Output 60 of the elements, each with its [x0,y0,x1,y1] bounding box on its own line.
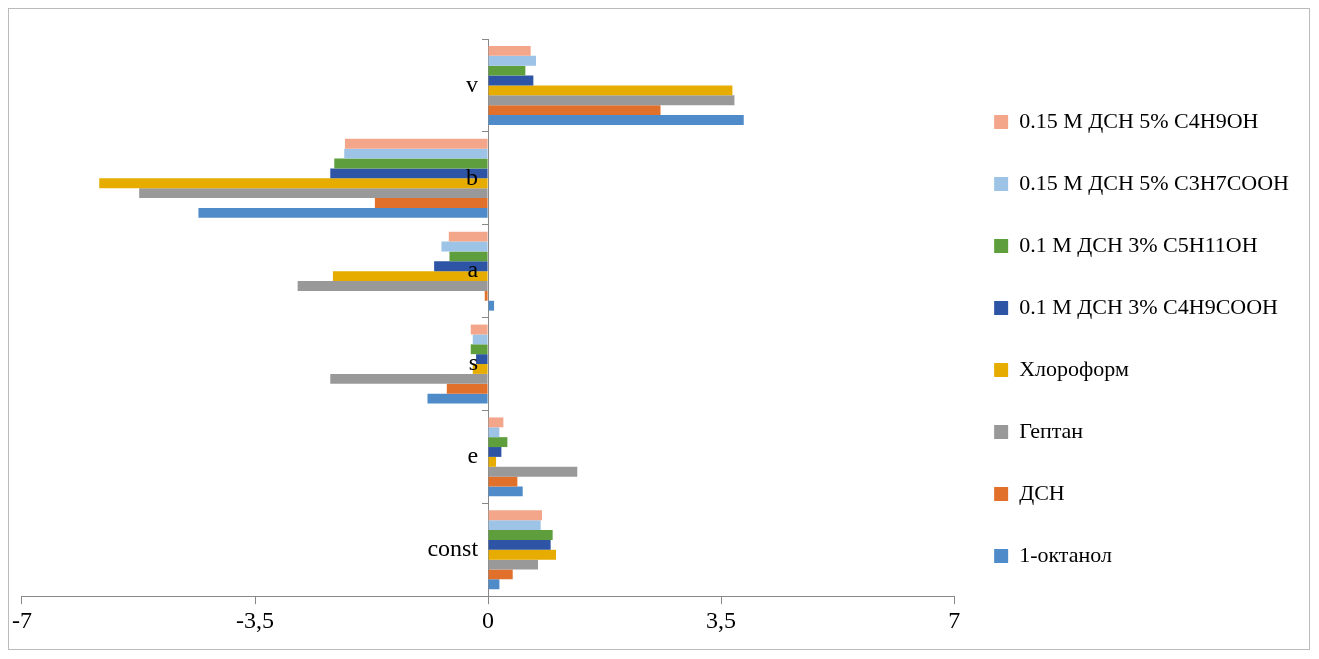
bar [472,334,488,345]
bar [488,105,661,116]
bar [488,417,504,428]
x-tick-label: 7 [948,606,961,633]
bar [488,530,553,540]
bar [488,569,513,580]
bar [488,466,578,477]
bar [488,447,502,457]
bar [488,437,508,448]
bar [488,85,733,96]
y-tick-label: const [427,535,479,562]
bar [488,115,744,125]
bar [488,559,539,570]
bar [470,324,488,335]
bar [488,539,551,550]
legend-label: 0.15 M ДСН 5% C3H7COOH [1019,169,1290,195]
legend-label: 0.1 M ДСН 3% C5H11OH [1019,231,1258,257]
x-tick-label: 0 [482,606,495,633]
bar [344,138,488,149]
legend-label: ДСН [1019,479,1065,505]
bar [488,45,531,56]
bar [488,65,526,76]
bar [441,241,488,252]
bar [448,231,488,242]
y-tick-label: v [466,70,479,97]
legend-label: 1-октанол [1019,541,1112,567]
bar [330,373,488,384]
legend-label: 0.15 M ДСН 5% C4H9OH [1019,107,1259,133]
legend-label: Гептан [1019,417,1084,443]
bar [334,158,488,169]
legend-label: 0.1 M ДСН 3% C4H9COOH [1019,293,1279,319]
bar [139,188,488,199]
bar [488,427,500,438]
bar [374,198,488,208]
bar [488,486,523,497]
x-tick-label: -7 [12,606,32,633]
bar [488,55,537,66]
bar [488,520,541,531]
bar [488,95,735,106]
bar [488,456,497,467]
bar [488,75,534,86]
bar [484,290,488,301]
bar [488,476,518,487]
bar [446,383,488,394]
bar [488,300,495,311]
bar [344,148,488,159]
y-tick-label: e [467,442,479,469]
bar [198,207,488,218]
bar [297,281,488,291]
x-tick-label: -3,5 [236,606,275,633]
bar [488,579,500,590]
bar [449,251,488,262]
bar [488,549,556,560]
legend-label: Хлороформ [1019,355,1129,381]
bar [427,393,488,404]
x-tick-label: 3,5 [706,606,737,633]
bar [476,354,488,365]
bar [488,510,542,521]
bar [470,344,488,355]
y-tick-label: a [467,256,479,283]
